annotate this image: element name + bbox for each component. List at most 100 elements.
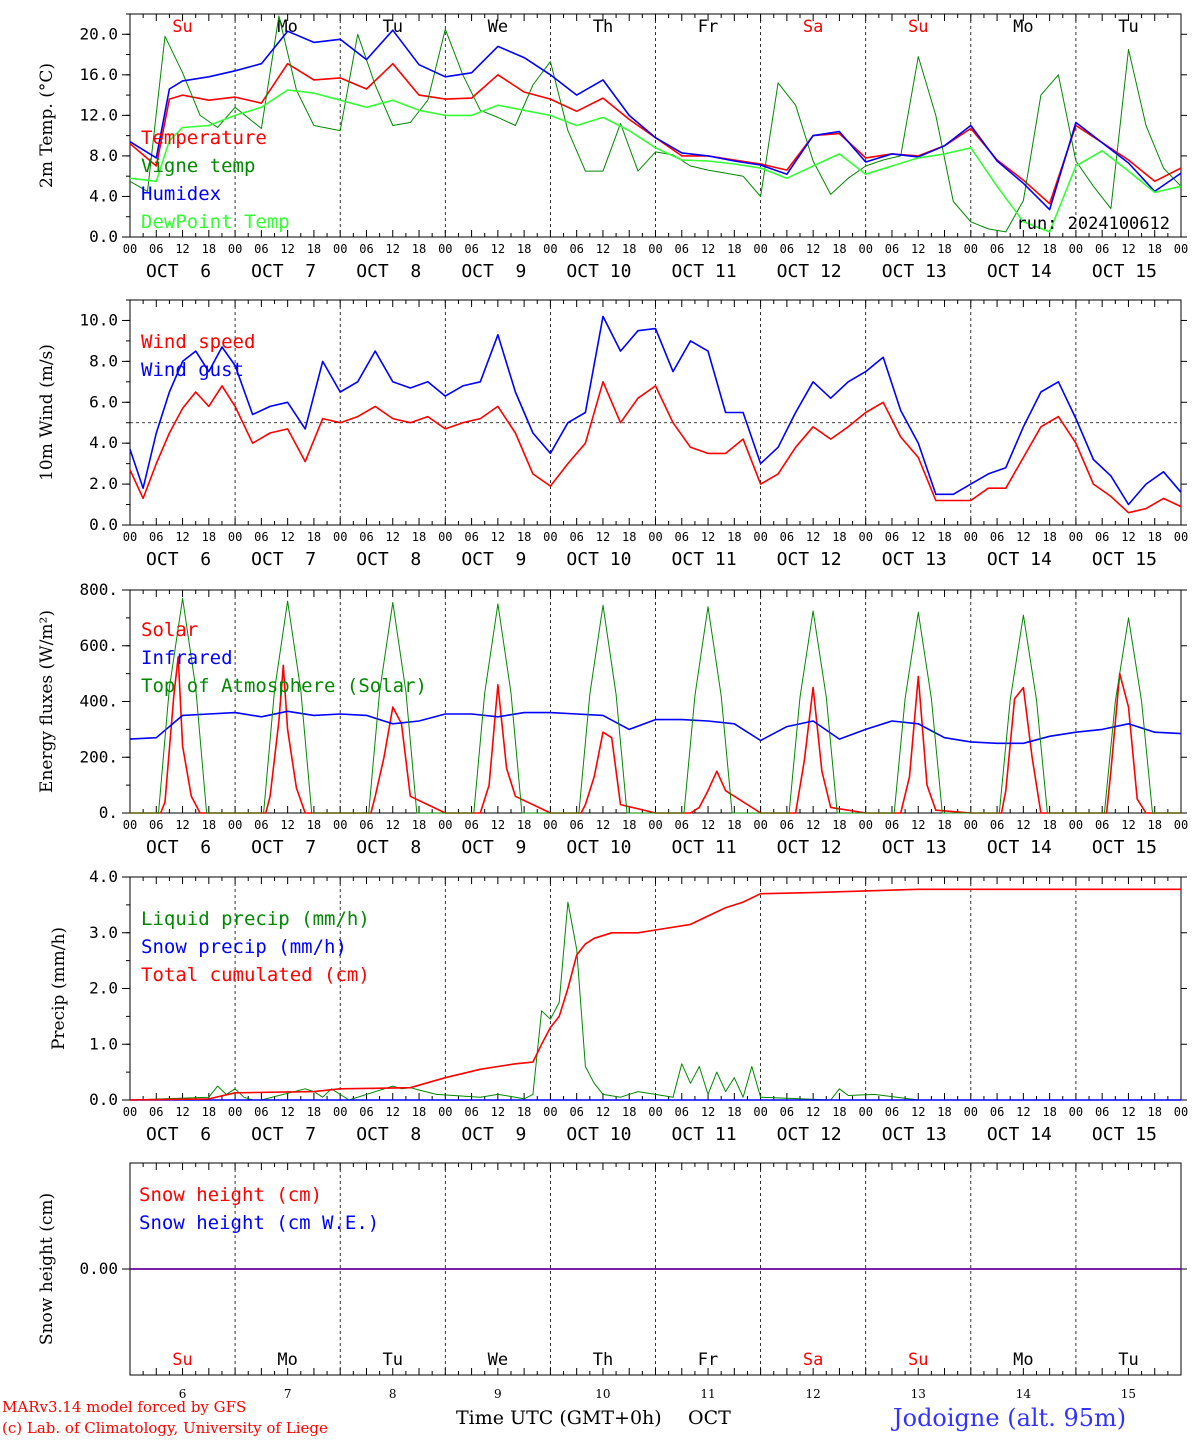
date-label: OCT 14: [987, 261, 1052, 282]
series-line: [129, 29, 1182, 211]
legend-entry: Liquid precip (mm/h): [141, 908, 370, 930]
hour-tick-label: 18: [517, 242, 531, 256]
plot-frame: [129, 589, 1182, 814]
date-label: OCT 15: [1092, 837, 1157, 858]
hour-tick-label: 18: [202, 1105, 216, 1119]
hour-tick-label: 06: [780, 242, 794, 256]
hour-tick-label: 06: [464, 818, 478, 832]
hour-tick-label: 18: [412, 1105, 426, 1119]
date-label: OCT 8: [356, 549, 421, 570]
legend-entry: Wind speed: [141, 331, 255, 353]
hour-tick-label: 06: [885, 818, 899, 832]
day-number-label: 8: [389, 1387, 397, 1401]
hour-tick-label: 18: [727, 530, 741, 544]
hour-tick-label: 12: [491, 530, 505, 544]
date-label: OCT 11: [672, 261, 737, 282]
hour-tick-label: 12: [1121, 818, 1135, 832]
station-name: Jodoigne (alt. 95m): [890, 1404, 1126, 1432]
hour-tick-label: 18: [832, 530, 846, 544]
hour-tick-label: 18: [412, 530, 426, 544]
date-label: OCT 13: [882, 837, 947, 858]
hour-tick-label: 12: [175, 242, 189, 256]
hour-tick-label: 00: [1174, 818, 1188, 832]
hour-tick-label: 18: [307, 818, 321, 832]
hour-tick-label: 06: [1095, 242, 1109, 256]
panel-5: 0.00 Snow height (cm) Su 6 Mo 7 Tu 8 We 9 Th 10 Fr 11…: [37, 1162, 1187, 1401]
hour-tick-label: 06: [464, 1105, 478, 1119]
hour-tick-label: 06: [990, 1105, 1004, 1119]
hour-tick-label: 06: [254, 242, 268, 256]
hour-tick-label: 18: [517, 818, 531, 832]
date-label: OCT 12: [777, 837, 842, 858]
weekday-label: Mo: [277, 1350, 297, 1370]
legend-entry: Top of Atmosphere (Solar): [141, 675, 427, 697]
y-tick-label: 2.0: [89, 979, 118, 998]
y-tick-label: 1.0: [89, 1034, 118, 1053]
panel-3: 0. 200. 400. 600. 800. Energy fluxes (W/m²) 00…: [37, 580, 1188, 858]
date-label: OCT 12: [777, 549, 842, 570]
hour-tick-label: 18: [517, 1105, 531, 1119]
hour-tick-label: 18: [622, 242, 636, 256]
hour-tick-label: 12: [491, 1105, 505, 1119]
hour-tick-label: 18: [1147, 530, 1161, 544]
hour-tick-label: 12: [386, 530, 400, 544]
hour-tick-label: 12: [491, 818, 505, 832]
hour-tick-label: 00: [1174, 1105, 1188, 1119]
hour-tick-label: 18: [412, 818, 426, 832]
weekday-label: Th: [593, 1350, 613, 1370]
date-label: OCT 11: [672, 1124, 737, 1145]
day-number-label: 11: [700, 1387, 715, 1401]
hour-tick-label: 06: [990, 242, 1004, 256]
date-label: OCT 8: [356, 1124, 421, 1145]
hour-tick-label: 00: [543, 530, 557, 544]
series-line: [130, 656, 1181, 814]
weekday-label: Th: [593, 17, 613, 37]
hour-tick-label: 00: [123, 530, 137, 544]
hour-tick-label: 00: [648, 530, 662, 544]
y-axis-label: Precip (mm/h): [49, 927, 69, 1050]
hour-tick-label: 00: [123, 1105, 137, 1119]
legend-entry: Infrared: [141, 647, 233, 669]
hour-tick-label: 18: [307, 242, 321, 256]
hour-tick-label: 06: [254, 818, 268, 832]
hour-tick-label: 06: [569, 818, 583, 832]
y-tick-label: 0.00: [79, 1259, 118, 1278]
hour-tick-label: 06: [149, 1105, 163, 1119]
hour-tick-label: 00: [1069, 818, 1083, 832]
hour-tick-label: 00: [123, 242, 137, 256]
legend-entry: Snow precip (mm/h): [141, 936, 347, 958]
hour-tick-label: 06: [359, 242, 373, 256]
hour-tick-label: 00: [648, 818, 662, 832]
y-tick-label: 0.0: [89, 515, 118, 534]
plot-frame: [129, 13, 1182, 238]
hour-tick-label: 00: [228, 242, 242, 256]
hour-tick-label: 06: [885, 1105, 899, 1119]
hour-tick-label: 18: [412, 242, 426, 256]
hour-tick-label: 12: [596, 818, 610, 832]
y-tick-label: 0.0: [89, 227, 118, 246]
date-label: OCT 13: [882, 261, 947, 282]
hour-tick-label: 18: [937, 1105, 951, 1119]
hour-tick-label: 12: [175, 818, 189, 832]
date-label: OCT 12: [777, 1124, 842, 1145]
hour-tick-label: 06: [675, 530, 689, 544]
y-tick-label: 4.0: [89, 186, 118, 205]
date-label: OCT 11: [672, 549, 737, 570]
hour-tick-label: 18: [1147, 242, 1161, 256]
hour-tick-label: 06: [254, 1105, 268, 1119]
hour-tick-label: 06: [780, 530, 794, 544]
y-tick-label: 12.0: [79, 105, 118, 124]
hour-tick-label: 18: [307, 1105, 321, 1119]
hour-tick-label: 18: [202, 242, 216, 256]
hour-tick-label: 12: [701, 242, 715, 256]
hour-tick-label: 12: [911, 1105, 925, 1119]
hour-tick-label: 06: [675, 818, 689, 832]
hour-tick-label: 12: [911, 530, 925, 544]
hour-tick-label: 12: [806, 242, 820, 256]
y-tick-label: 4.0: [89, 433, 118, 452]
hour-tick-label: 18: [1147, 818, 1161, 832]
weekday-label: Tu: [1118, 1350, 1138, 1370]
y-tick-label: 8.0: [89, 146, 118, 165]
hour-tick-label: 18: [1042, 818, 1056, 832]
